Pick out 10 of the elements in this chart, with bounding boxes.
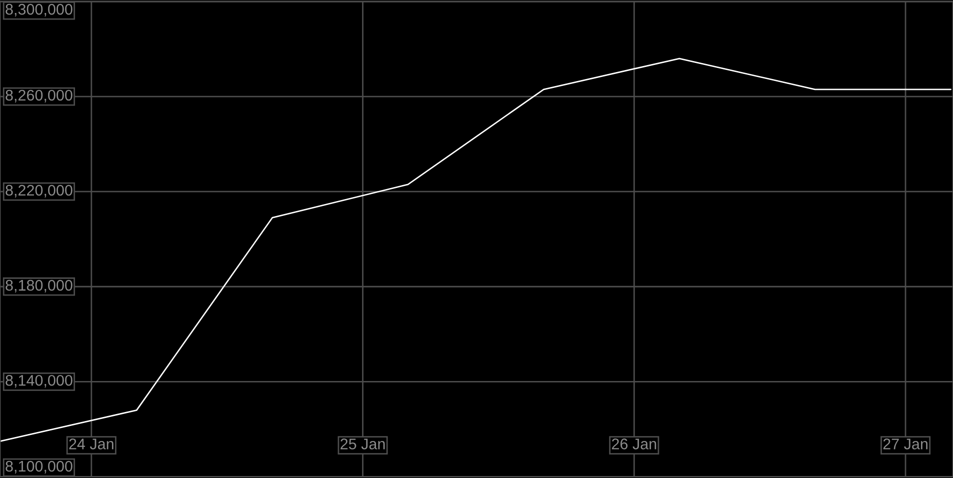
x-tick-label: 25 Jan bbox=[340, 438, 385, 450]
y-tick-label: 8,260,000 bbox=[6, 90, 72, 102]
x-tick-label: 24 Jan bbox=[69, 438, 114, 450]
y-tick-label: 8,300,000 bbox=[6, 4, 72, 17]
y-tick-label: 8,180,000 bbox=[6, 280, 72, 293]
x-tick-label: 26 Jan bbox=[612, 438, 656, 450]
y-tick-label: 8,220,000 bbox=[6, 184, 72, 198]
y-tick-label: 8,100,000 bbox=[6, 460, 72, 474]
y-tick-label: 8,140,000 bbox=[6, 374, 72, 388]
x-tick-label: 27 Jan bbox=[883, 438, 928, 450]
